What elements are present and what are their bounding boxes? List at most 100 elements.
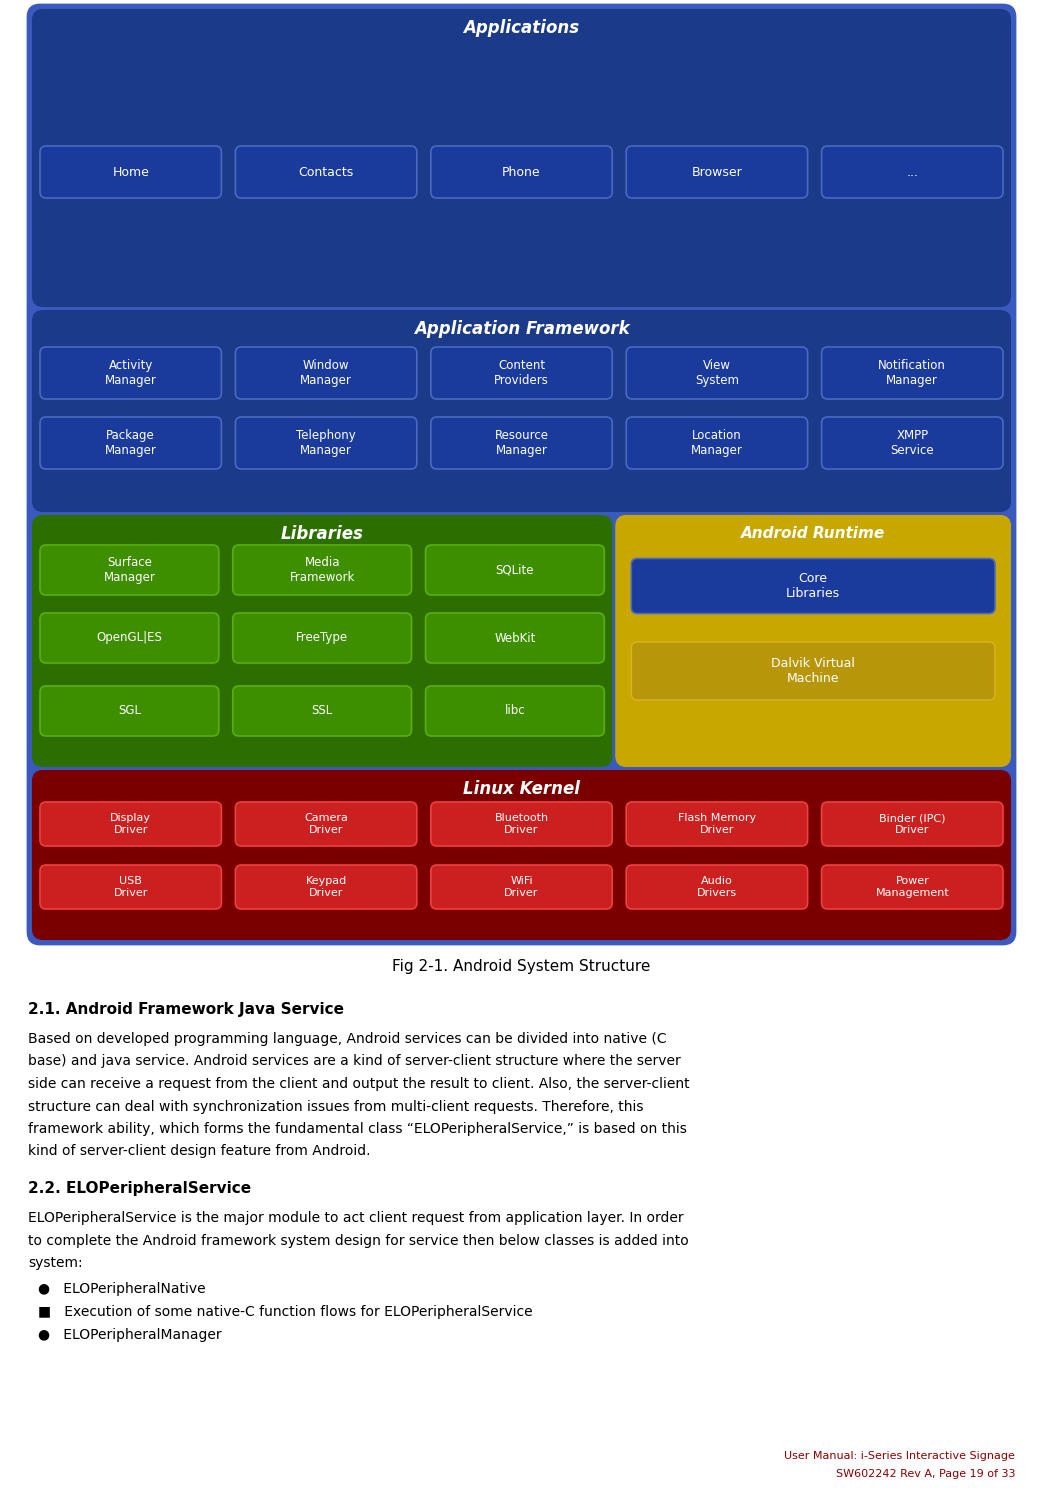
Text: Libraries: Libraries: [281, 526, 364, 543]
Text: side can receive a request from the client and output the result to client. Also: side can receive a request from the clie…: [28, 1077, 689, 1091]
FancyBboxPatch shape: [822, 865, 1003, 908]
FancyBboxPatch shape: [40, 613, 219, 663]
FancyBboxPatch shape: [431, 865, 612, 908]
FancyBboxPatch shape: [236, 146, 417, 198]
Text: XMPP
Service: XMPP Service: [891, 429, 935, 457]
Text: Application Framework: Application Framework: [414, 320, 629, 338]
FancyBboxPatch shape: [631, 558, 995, 613]
Text: Flash Memory
Driver: Flash Memory Driver: [678, 813, 756, 835]
FancyBboxPatch shape: [233, 686, 412, 736]
Text: OpenGL|ES: OpenGL|ES: [96, 631, 163, 645]
Text: Activity
Manager: Activity Manager: [104, 359, 156, 387]
FancyBboxPatch shape: [40, 417, 221, 469]
Text: Display
Driver: Display Driver: [111, 813, 151, 835]
Text: ●   ELOPeripheralNative: ● ELOPeripheralNative: [38, 1282, 205, 1297]
FancyBboxPatch shape: [236, 865, 417, 908]
Text: Applications: Applications: [463, 19, 580, 37]
FancyBboxPatch shape: [431, 146, 612, 198]
Text: WebKit: WebKit: [494, 631, 536, 645]
Text: base) and java service. Android services are a kind of server-client structure w: base) and java service. Android services…: [28, 1054, 681, 1069]
Text: Telephony
Manager: Telephony Manager: [296, 429, 356, 457]
Text: ELOPeripheralService is the major module to act client request from application : ELOPeripheralService is the major module…: [28, 1211, 683, 1225]
Text: Based on developed programming language, Android services can be divided into na: Based on developed programming language,…: [28, 1032, 666, 1045]
Text: Package
Manager: Package Manager: [104, 429, 156, 457]
Text: 2.1. Android Framework Java Service: 2.1. Android Framework Java Service: [28, 1002, 344, 1017]
Text: Core
Libraries: Core Libraries: [786, 572, 841, 600]
Text: Android Runtime: Android Runtime: [741, 527, 886, 542]
FancyBboxPatch shape: [40, 686, 219, 736]
FancyBboxPatch shape: [822, 146, 1003, 198]
Text: Bluetooth
Driver: Bluetooth Driver: [494, 813, 549, 835]
FancyBboxPatch shape: [233, 545, 412, 596]
FancyBboxPatch shape: [33, 10, 1010, 307]
Text: Dalvik Virtual
Machine: Dalvik Virtual Machine: [771, 657, 855, 685]
Text: Contacts: Contacts: [298, 165, 354, 179]
Text: Location
Manager: Location Manager: [690, 429, 743, 457]
Text: Power
Management: Power Management: [875, 876, 949, 898]
FancyBboxPatch shape: [616, 517, 1010, 765]
Text: framework ability, which forms the fundamental class “ELOPeripheralService,” is : framework ability, which forms the funda…: [28, 1123, 687, 1136]
FancyBboxPatch shape: [40, 545, 219, 596]
FancyBboxPatch shape: [626, 146, 807, 198]
FancyBboxPatch shape: [626, 347, 807, 399]
FancyBboxPatch shape: [822, 803, 1003, 846]
FancyBboxPatch shape: [626, 417, 807, 469]
FancyBboxPatch shape: [236, 417, 417, 469]
Text: WiFi
Driver: WiFi Driver: [505, 876, 538, 898]
Text: Window
Manager: Window Manager: [300, 359, 353, 387]
Text: FreeType: FreeType: [296, 631, 348, 645]
Text: Media
Framework: Media Framework: [290, 555, 355, 584]
Text: ...: ...: [906, 165, 918, 179]
Text: libc: libc: [505, 704, 526, 718]
Text: Content
Providers: Content Providers: [494, 359, 549, 387]
Text: Camera
Driver: Camera Driver: [305, 813, 348, 835]
Text: Resource
Manager: Resource Manager: [494, 429, 549, 457]
FancyBboxPatch shape: [236, 347, 417, 399]
FancyBboxPatch shape: [426, 545, 604, 596]
Text: SGL: SGL: [118, 704, 141, 718]
FancyBboxPatch shape: [822, 347, 1003, 399]
Text: Home: Home: [113, 165, 149, 179]
Text: Surface
Manager: Surface Manager: [103, 555, 155, 584]
FancyBboxPatch shape: [233, 613, 412, 663]
FancyBboxPatch shape: [33, 517, 611, 765]
FancyBboxPatch shape: [426, 613, 604, 663]
Text: USB
Driver: USB Driver: [114, 876, 148, 898]
FancyBboxPatch shape: [40, 803, 221, 846]
Text: User Manual: i-Series Interactive Signage: User Manual: i-Series Interactive Signag…: [784, 1450, 1015, 1461]
FancyBboxPatch shape: [431, 417, 612, 469]
Text: SSL: SSL: [312, 704, 333, 718]
Text: kind of server-client design feature from Android.: kind of server-client design feature fro…: [28, 1145, 370, 1158]
Text: Notification
Manager: Notification Manager: [878, 359, 946, 387]
Text: Binder (IPC)
Driver: Binder (IPC) Driver: [879, 813, 946, 835]
FancyBboxPatch shape: [236, 803, 417, 846]
Text: Fig 2-1. Android System Structure: Fig 2-1. Android System Structure: [392, 959, 651, 974]
FancyBboxPatch shape: [626, 865, 807, 908]
Text: SQLite: SQLite: [495, 563, 534, 576]
FancyBboxPatch shape: [426, 686, 604, 736]
FancyBboxPatch shape: [40, 865, 221, 908]
Text: Linux Kernel: Linux Kernel: [463, 780, 580, 798]
FancyBboxPatch shape: [40, 347, 221, 399]
FancyBboxPatch shape: [40, 146, 221, 198]
Text: Audio
Drivers: Audio Drivers: [697, 876, 737, 898]
FancyBboxPatch shape: [822, 417, 1003, 469]
Text: Phone: Phone: [502, 165, 541, 179]
Text: system:: system:: [28, 1257, 82, 1270]
Text: ■   Execution of some native-C function flows for ELOPeripheralService: ■ Execution of some native-C function fl…: [38, 1304, 533, 1319]
FancyBboxPatch shape: [431, 803, 612, 846]
FancyBboxPatch shape: [431, 347, 612, 399]
Text: structure can deal with synchronization issues from multi-client requests. There: structure can deal with synchronization …: [28, 1099, 644, 1114]
Text: View
System: View System: [695, 359, 738, 387]
Text: to complete the Android framework system design for service then below classes i: to complete the Android framework system…: [28, 1233, 688, 1248]
FancyBboxPatch shape: [28, 4, 1015, 944]
Text: Keypad
Driver: Keypad Driver: [306, 876, 346, 898]
Text: SW602242 Rev A, Page 19 of 33: SW602242 Rev A, Page 19 of 33: [835, 1470, 1015, 1479]
FancyBboxPatch shape: [626, 803, 807, 846]
FancyBboxPatch shape: [33, 771, 1010, 940]
Text: 2.2. ELOPeripheralService: 2.2. ELOPeripheralService: [28, 1181, 251, 1196]
Text: ●   ELOPeripheralManager: ● ELOPeripheralManager: [38, 1328, 221, 1342]
Text: Browser: Browser: [692, 165, 743, 179]
FancyBboxPatch shape: [33, 311, 1010, 511]
FancyBboxPatch shape: [631, 642, 995, 700]
